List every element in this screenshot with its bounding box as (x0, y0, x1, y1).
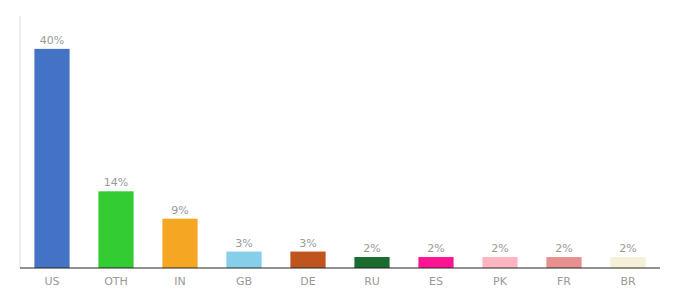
x-tick-label: FR (557, 275, 571, 288)
data-label: 3% (299, 237, 316, 250)
x-tick-label: US (44, 275, 59, 288)
x-tick-label: IN (174, 275, 185, 288)
x-tick-label: DE (300, 275, 315, 288)
x-tick-labels: US OTH IN GB DE RU ES PK FR BR (44, 275, 635, 288)
data-label: 2% (427, 242, 444, 255)
data-label: 3% (235, 237, 252, 250)
x-tick-label: OTH (104, 275, 128, 288)
bar (610, 257, 645, 268)
bar (482, 257, 517, 268)
data-labels: 40% 14% 9% 3% 3% 2% 2% 2% 2% 2% (40, 34, 637, 255)
bar (290, 252, 325, 268)
data-label: 2% (555, 242, 572, 255)
data-label: 2% (363, 242, 380, 255)
x-axis-line (20, 268, 660, 269)
chart-svg: 40% 14% 9% 3% 3% 2% 2% 2% 2% 2% US OTH IN GB DE RU ES PK F… (0, 0, 680, 300)
data-label: 9% (171, 204, 188, 217)
data-label: 14% (104, 176, 128, 189)
bar (226, 252, 261, 268)
chart-container: 40% 14% 9% 3% 3% 2% 2% 2% 2% 2% US OTH IN GB DE RU ES PK F… (0, 0, 680, 300)
data-label: 2% (619, 242, 636, 255)
bars (34, 49, 645, 268)
x-tick-label: BR (620, 275, 636, 288)
bar (354, 257, 389, 268)
x-tick-label: ES (429, 275, 443, 288)
bar (162, 219, 197, 268)
data-label: 40% (40, 34, 64, 47)
bar (98, 191, 133, 268)
bar (418, 257, 453, 268)
bar (546, 257, 581, 268)
y-axis-line (20, 16, 21, 268)
page: {"chart_data": {"type": "bar", "categori… (0, 0, 680, 300)
x-tick-label: RU (364, 275, 380, 288)
bar (34, 49, 69, 268)
x-tick-label: GB (236, 275, 252, 288)
x-tick-label: PK (493, 275, 508, 288)
data-label: 2% (491, 242, 508, 255)
